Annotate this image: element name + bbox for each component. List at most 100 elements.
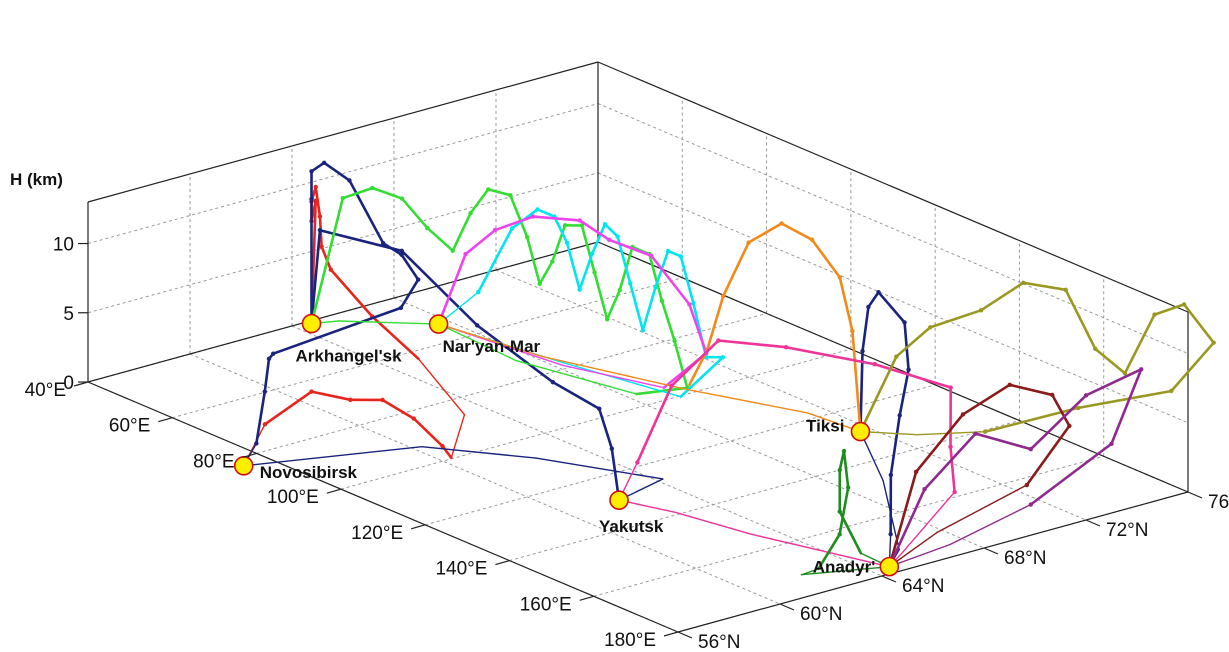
flight-track-segment — [553, 215, 569, 245]
flight-track-segment — [974, 432, 1033, 451]
flight-track-segment — [949, 503, 1032, 546]
flight-track-point — [1083, 393, 1089, 398]
flight-track-segment — [800, 565, 891, 576]
left-wall-grid-line — [87, 103, 599, 245]
x-tick-mark — [663, 631, 679, 637]
flight-track-segment — [426, 226, 455, 253]
flight-track-segment — [561, 361, 682, 398]
flight-track-segment — [399, 278, 420, 310]
flight-track-point — [313, 198, 318, 203]
series-layer — [243, 160, 1216, 576]
flight-track-segment — [486, 188, 512, 197]
flight-track-segment — [580, 224, 596, 274]
flight-track-segment — [437, 323, 517, 362]
flight-track-segment — [337, 320, 440, 325]
flight-track-segment — [437, 252, 467, 326]
flight-track-segment — [684, 388, 809, 414]
flight-track-point — [579, 223, 585, 228]
flight-track-segment — [320, 245, 333, 271]
flight-track-segment — [578, 252, 594, 291]
y-tick-mark — [779, 603, 795, 611]
flight-track-segment — [1170, 341, 1216, 393]
flight-track-point — [535, 207, 540, 212]
flight-track-segment — [705, 294, 725, 352]
flight-track-point — [1021, 280, 1026, 285]
z-axis-title: H (km) — [10, 170, 63, 189]
flight-track-point — [1211, 340, 1216, 345]
flight-track-segment — [717, 339, 788, 349]
flight-track-point — [906, 367, 911, 372]
flight-track-segment — [314, 185, 322, 218]
flight-track-point — [691, 301, 696, 306]
flight-track-segment — [647, 252, 664, 303]
box-edge — [677, 491, 1189, 633]
flight-track-point — [978, 308, 984, 313]
flight-track-point — [398, 305, 404, 311]
floor-grid-line — [495, 269, 1087, 521]
y-tick-label: 56°N — [698, 632, 740, 652]
y-tick-label: 64°N — [902, 576, 944, 597]
flight-track-point — [982, 429, 988, 434]
flight-track-segment — [928, 309, 983, 329]
flight-track-segment — [817, 533, 841, 571]
flight-track-point — [1181, 302, 1187, 307]
flight-track-point — [399, 252, 404, 257]
flight-track-segment — [417, 358, 466, 416]
flight-track-segment — [842, 449, 850, 489]
flight-track-segment — [310, 390, 352, 402]
flight-track-segment — [628, 282, 645, 332]
z-tick-label: 5 — [63, 304, 74, 325]
flight-track-segment — [421, 445, 537, 459]
flight-track-point — [476, 289, 481, 295]
flight-track-point — [399, 248, 404, 254]
flight-track-point — [271, 351, 276, 356]
flight-track-point — [550, 259, 555, 264]
x-tick-mark — [73, 381, 89, 387]
flight-track-point — [746, 240, 751, 245]
flight-track-segment — [888, 470, 918, 568]
flight-track-point — [399, 196, 405, 201]
flight-track-point — [922, 486, 927, 492]
flight-track-point — [779, 221, 784, 226]
flight-track-segment — [1008, 383, 1054, 397]
floor-grid-line — [340, 348, 851, 490]
city-marker — [609, 490, 629, 510]
flight-track-segment — [605, 288, 622, 321]
flight-track-segment — [861, 305, 870, 353]
flight-track-point — [672, 338, 677, 344]
flight-track-segment — [1182, 303, 1216, 344]
flight-track-point — [850, 329, 855, 334]
y-tick-label: 60°N — [800, 604, 842, 625]
floor-grid-line — [172, 277, 683, 419]
flight-track-point — [1007, 382, 1012, 388]
flight-track-point — [837, 467, 842, 473]
flight-track-segment — [551, 223, 567, 263]
flight-track-point — [837, 509, 842, 514]
flight-track-segment — [341, 186, 374, 200]
flight-track-point — [615, 234, 620, 239]
flight-track-point — [577, 218, 582, 223]
flight-track-segment — [329, 268, 374, 318]
flight-track-point — [1024, 482, 1029, 488]
flight-track-point — [468, 210, 473, 216]
flight-track-point — [1169, 388, 1174, 394]
x-tick-mark — [242, 452, 257, 459]
flight-track-point — [262, 389, 267, 394]
x-tick-label: 40°E — [25, 380, 66, 401]
flight-track-segment — [688, 303, 708, 355]
flight-track-segment — [578, 219, 611, 242]
flight-track-point — [590, 251, 595, 256]
box-edge — [87, 61, 599, 203]
flight-track-point — [809, 237, 815, 242]
flight-track-segment — [371, 186, 404, 200]
x-tick-mark — [495, 559, 510, 566]
flight-track-point — [841, 448, 847, 454]
box-edge — [597, 241, 1189, 493]
flight-track-segment — [400, 253, 420, 281]
flight-track-segment — [450, 414, 466, 459]
flight-track-segment — [679, 255, 695, 305]
flight-track-segment — [923, 432, 977, 491]
y-tick-label: 72°N — [1106, 520, 1148, 541]
flight-track-point — [348, 397, 353, 403]
flight-track-point — [380, 397, 385, 403]
